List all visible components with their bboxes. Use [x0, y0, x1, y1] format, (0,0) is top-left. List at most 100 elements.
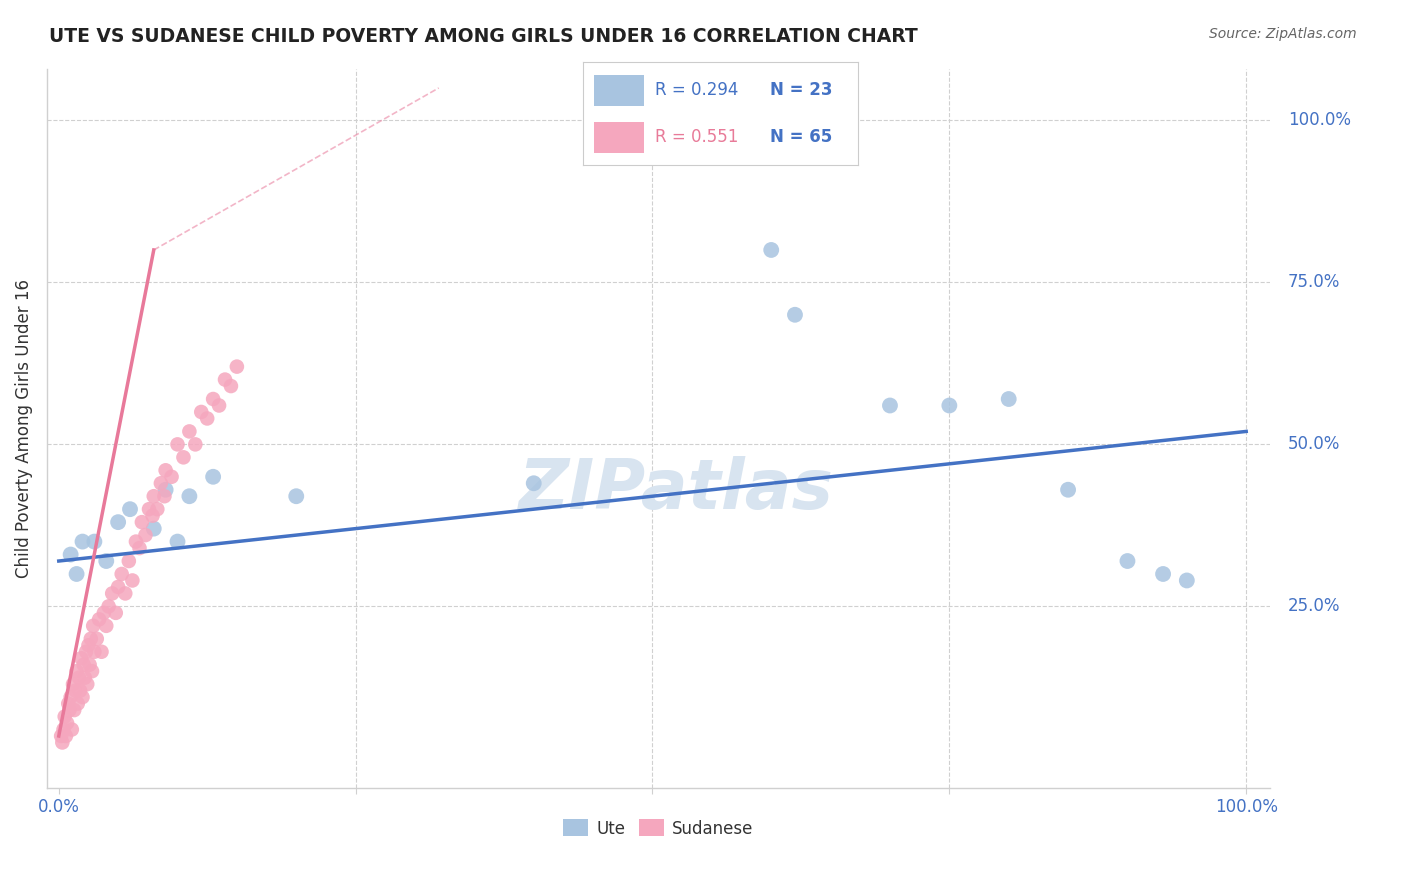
- Text: 75.0%: 75.0%: [1288, 273, 1340, 292]
- Point: [121, 574, 143, 588]
- Point: [59, 690, 82, 705]
- Point: [65, 683, 87, 698]
- Bar: [595, 75, 644, 105]
- Point: [79, 657, 101, 672]
- Point: [172, 450, 194, 465]
- Point: [75, 645, 97, 659]
- Point: [58, 697, 80, 711]
- Text: R = 0.294: R = 0.294: [655, 81, 738, 99]
- Point: [155, 463, 177, 477]
- Point: [195, 411, 218, 425]
- Point: [1116, 554, 1139, 568]
- Point: [90, 645, 112, 659]
- Text: N = 65: N = 65: [770, 128, 832, 146]
- Point: [63, 703, 86, 717]
- Point: [93, 606, 115, 620]
- Point: [179, 425, 201, 439]
- Point: [1175, 574, 1198, 588]
- Point: [138, 502, 160, 516]
- Point: [73, 657, 96, 672]
- Point: [131, 515, 153, 529]
- Point: [83, 534, 105, 549]
- Bar: [595, 122, 644, 153]
- Point: [83, 645, 105, 659]
- Point: [65, 664, 87, 678]
- Point: [51, 735, 73, 749]
- Point: [104, 606, 127, 620]
- Point: [153, 489, 176, 503]
- Point: [118, 554, 141, 568]
- Point: [761, 243, 783, 257]
- Point: [166, 534, 188, 549]
- Legend: Ute, Sudanese: Ute, Sudanese: [557, 813, 761, 844]
- Text: 50.0%: 50.0%: [1288, 435, 1340, 453]
- Point: [65, 566, 87, 581]
- Point: [214, 373, 236, 387]
- Point: [67, 671, 90, 685]
- Point: [128, 541, 150, 555]
- Point: [146, 502, 169, 516]
- Point: [142, 508, 165, 523]
- Point: [879, 399, 901, 413]
- Point: [72, 690, 94, 705]
- Point: [225, 359, 247, 374]
- Point: [80, 632, 103, 646]
- Point: [1152, 566, 1174, 581]
- Point: [62, 677, 84, 691]
- Point: [219, 379, 242, 393]
- Point: [82, 619, 104, 633]
- Point: [55, 729, 77, 743]
- Point: [149, 476, 172, 491]
- Point: [58, 703, 80, 717]
- Point: [89, 612, 111, 626]
- Point: [1057, 483, 1080, 497]
- Point: [73, 671, 96, 685]
- Text: Source: ZipAtlas.com: Source: ZipAtlas.com: [1209, 27, 1357, 41]
- Point: [69, 683, 91, 698]
- Point: [96, 619, 118, 633]
- Point: [56, 716, 79, 731]
- Point: [70, 651, 93, 665]
- Point: [76, 677, 98, 691]
- Point: [190, 405, 212, 419]
- Point: [114, 586, 136, 600]
- Point: [96, 554, 118, 568]
- Text: UTE VS SUDANESE CHILD POVERTY AMONG GIRLS UNDER 16 CORRELATION CHART: UTE VS SUDANESE CHILD POVERTY AMONG GIRL…: [49, 27, 918, 45]
- Point: [97, 599, 120, 614]
- Point: [52, 723, 75, 737]
- Point: [155, 483, 177, 497]
- Text: N = 23: N = 23: [770, 81, 832, 99]
- Text: 100.0%: 100.0%: [1288, 112, 1351, 129]
- Point: [160, 470, 183, 484]
- Point: [53, 709, 76, 723]
- Text: ZIPatlas: ZIPatlas: [519, 456, 834, 524]
- Point: [72, 534, 94, 549]
- Point: [166, 437, 188, 451]
- Point: [107, 515, 129, 529]
- Point: [49, 729, 72, 743]
- Point: [142, 522, 165, 536]
- Point: [111, 566, 134, 581]
- Text: R = 0.551: R = 0.551: [655, 128, 738, 146]
- Point: [101, 586, 124, 600]
- Point: [86, 632, 108, 646]
- Point: [202, 470, 225, 484]
- Point: [107, 580, 129, 594]
- Point: [134, 528, 156, 542]
- Point: [80, 664, 103, 678]
- Point: [77, 638, 100, 652]
- Y-axis label: Child Poverty Among Girls Under 16: Child Poverty Among Girls Under 16: [15, 278, 32, 578]
- Point: [997, 392, 1019, 406]
- Point: [184, 437, 207, 451]
- Point: [125, 534, 148, 549]
- Point: [59, 548, 82, 562]
- Text: 25.0%: 25.0%: [1288, 598, 1340, 615]
- Point: [783, 308, 806, 322]
- Point: [523, 476, 546, 491]
- Point: [938, 399, 960, 413]
- Point: [208, 399, 231, 413]
- Point: [142, 489, 165, 503]
- Point: [60, 723, 83, 737]
- Point: [285, 489, 308, 503]
- Point: [118, 502, 141, 516]
